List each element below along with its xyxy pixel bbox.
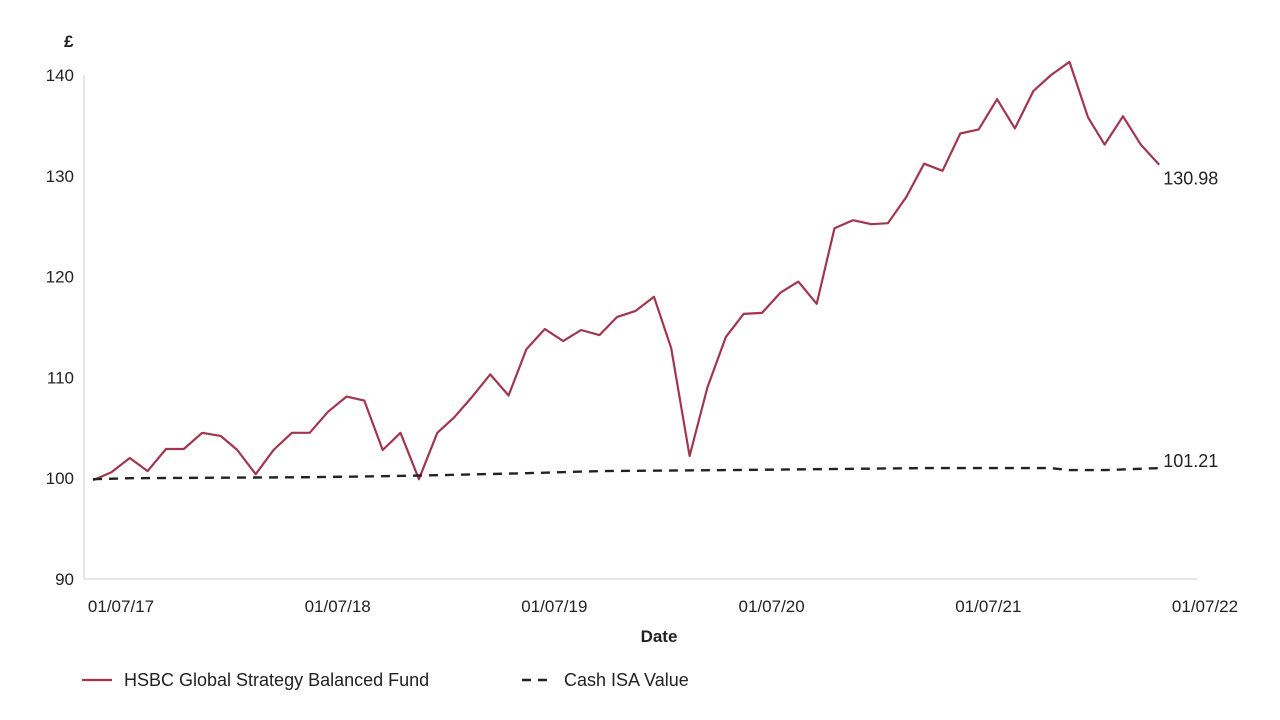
legend-item-cash-isa: Cash ISA Value [522,670,689,690]
x-axis-ticks: 01/07/17 01/07/18 01/07/19 01/07/20 01/07/21… [88,597,1238,616]
legend-label-fund: HSBC Global Strategy Balanced Fund [124,670,429,690]
legend-label-cash-isa: Cash ISA Value [564,670,689,690]
y-tick-label: 110 [47,368,74,387]
series-line-fund [93,62,1159,480]
x-tick-label: 01/07/20 [739,597,805,616]
end-labels: 130.98 101.21 [1163,169,1218,471]
series-layer [93,62,1159,480]
y-axis-ticks: 90 100 110 120 130 140 [46,66,74,589]
x-tick-label: 01/07/21 [955,597,1021,616]
x-tick-label: 01/07/19 [521,597,587,616]
x-tick-label: 01/07/17 [88,597,154,616]
x-tick-label: 01/07/18 [305,597,371,616]
end-value-label: 130.98 [1163,169,1218,189]
x-axis-title: Date [641,627,678,646]
y-tick-label: 120 [46,268,74,287]
y-unit-label: £ [64,32,74,51]
end-value-label: 101.21 [1163,451,1218,471]
x-tick-label: 01/07/22 [1172,597,1238,616]
y-tick-label: 140 [46,66,74,85]
y-tick-label: 100 [46,469,74,488]
legend-item-fund: HSBC Global Strategy Balanced Fund [82,670,429,690]
y-tick-label: 90 [55,570,74,589]
legend: HSBC Global Strategy Balanced Fund Cash … [82,670,689,690]
y-tick-label: 130 [46,167,74,186]
